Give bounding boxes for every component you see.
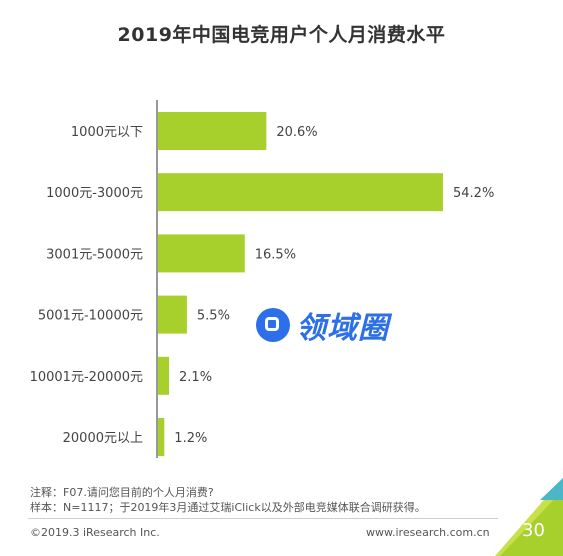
value-label-5: 1.2% <box>174 431 207 446</box>
chart-title: 2019年中国电竞用户个人月消费水平 <box>117 24 446 46</box>
category-label-4: 10001元-20000元 <box>30 370 143 385</box>
bar-2 <box>158 234 245 273</box>
note-question: 注释：F07.请问您目前的个人月消费? <box>30 486 214 499</box>
category-label-1: 1000元-3000元 <box>46 186 143 201</box>
bar-1 <box>158 173 443 212</box>
square-logo-icon <box>256 308 290 342</box>
note-sample: 样本：N=1117；于2019年3月通过艾瑞iClick以及外部电竞媒体联合调研… <box>30 501 426 514</box>
watermark-text: 领域圈 <box>296 311 389 346</box>
value-label-3: 5.5% <box>197 309 230 324</box>
watermark: 领域圈 <box>256 303 389 347</box>
category-label-3: 5001元-10000元 <box>38 309 143 324</box>
bar-0 <box>158 112 267 150</box>
bar-3 <box>158 295 187 334</box>
value-label-2: 16.5% <box>255 247 296 262</box>
value-label-4: 2.1% <box>179 370 212 385</box>
bar-4 <box>158 356 170 395</box>
value-label-1: 54.2% <box>453 186 494 201</box>
website-link[interactable]: www.iresearch.com.cn <box>366 526 490 539</box>
bar-5 <box>158 418 165 456</box>
copyright-text: ©2019.3 iResearch Inc. <box>30 526 160 539</box>
page-number: 30 <box>522 520 545 541</box>
chart-notes: 注释：F07.请问您目前的个人月消费? 样本：N=1117；于2019年3月通过… <box>30 485 426 515</box>
value-label-0: 20.6% <box>276 125 317 140</box>
category-label-5: 20000元以上 <box>63 431 143 446</box>
category-label-0: 1000元以下 <box>71 125 143 140</box>
corner-decoration <box>495 478 563 556</box>
category-label-2: 3001元-5000元 <box>46 247 143 262</box>
footer-divider <box>28 518 498 519</box>
